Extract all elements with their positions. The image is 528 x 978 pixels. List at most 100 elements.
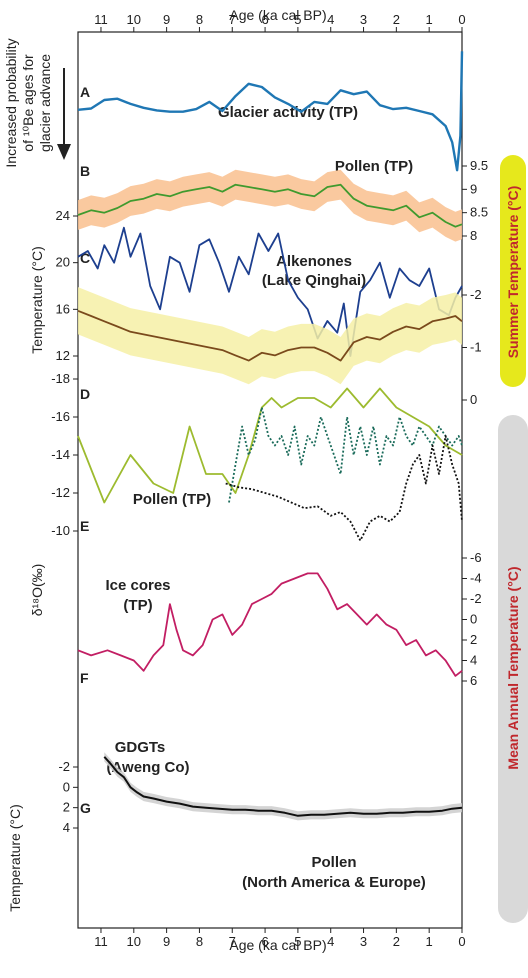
alkenone-axis-tick-label: 16	[56, 301, 70, 316]
ice-core-axis-tick-label: -16	[51, 409, 70, 424]
pollen-tp-annual-label: Pollen (TP)	[133, 491, 211, 508]
glacier-line	[77, 51, 464, 172]
north-america-axis-tick-label: 4	[63, 820, 70, 835]
pollen-tp-annual-axis-tick-label: -2	[470, 287, 482, 302]
alkenone-axis-tick-label: 24	[56, 208, 70, 223]
pollen-tp-summer-axis-tick-label: 9	[470, 181, 477, 196]
alkenone-line	[77, 226, 463, 357]
y-axes-layer: 9.598.58242016120-1-2-10-12-14-16-186420…	[51, 158, 488, 835]
ice-core-3-line	[225, 435, 463, 542]
ice-core-label-line1: Ice cores	[105, 577, 170, 594]
bottom-x-tick-label: 5	[294, 934, 301, 949]
top-x-tick-label: 11	[94, 12, 108, 27]
gdgt-axis-tick-label: -4	[470, 571, 482, 586]
panel-letter-d: D	[80, 386, 90, 402]
north-america-axis-tick-label: 0	[63, 779, 70, 794]
top-x-axis: 11 10 9 8 7 6 5 4 3 2 1 0	[94, 12, 466, 32]
panel-letter-c: C	[80, 250, 90, 266]
north-america-axis-tick-label: 2	[63, 800, 70, 815]
alkenone-label-line1: Alkenones	[276, 253, 352, 270]
panel-letter-a: A	[80, 84, 90, 100]
top-x-tick-label: 3	[360, 12, 367, 27]
north-america-label-line2: (North America & Europe)	[242, 874, 426, 891]
panel-letter-b: B	[80, 163, 90, 179]
alkenone-axis-tick-label: 12	[56, 348, 70, 363]
glacier-arrow-head	[57, 144, 71, 160]
pollen-tp-summer-label: Pollen (TP)	[335, 158, 413, 175]
top-x-tick-label: 5	[294, 12, 301, 27]
top-x-tick-label: 10	[127, 12, 141, 27]
top-x-tick-label: 2	[393, 12, 400, 27]
top-x-tick-label: 9	[163, 12, 170, 27]
series-layer	[77, 51, 464, 821]
plot-frame	[77, 31, 463, 929]
glacier-ylabel-line3: glacier advance	[37, 54, 53, 152]
pollen-tp-annual-line	[77, 309, 463, 362]
glacier-label: Glacier activity (TP)	[218, 104, 358, 121]
ice-core-ylabel: δ¹⁸O(‰)	[29, 564, 45, 617]
alkenone-label-line2: (Lake Qinghai)	[262, 272, 366, 289]
pollen-tp-annual-axis-tick-label: -1	[470, 340, 482, 355]
bottom-x-tick-label: 7	[229, 934, 236, 949]
ice-core-axis-tick-label: -10	[51, 523, 70, 538]
ice-core-2-line	[228, 406, 463, 503]
gdgt-axis-tick-label: -2	[470, 591, 482, 606]
gdgt-label-line2: (Aweng Co)	[106, 759, 189, 776]
summer-temperature-pill	[500, 155, 526, 387]
gdgt-axis-tick-label: 2	[470, 632, 477, 647]
bottom-x-tick-label: 11	[94, 934, 108, 949]
pollen-tp-annual-band	[78, 287, 462, 385]
annual-temperature-pill	[498, 415, 528, 923]
plot-border	[77, 31, 463, 929]
bottom-x-axis-title: Age (ka cal BP)	[229, 937, 326, 953]
pollen-tp-annual-axis-tick-label: 0	[470, 392, 477, 407]
bottom-x-axis: 11 10 9 8 7 6 5 4 3 2 1 0	[94, 928, 466, 949]
bottom-x-tick-label: 3	[360, 934, 367, 949]
panel-letter-f: F	[80, 670, 89, 686]
pollen-tp-summer-axis-tick-label: 9.5	[470, 158, 488, 173]
bottom-x-tick-label: 2	[393, 934, 400, 949]
gdgt-line	[77, 572, 463, 677]
top-x-tick-label: 8	[196, 12, 203, 27]
pollen-tp-summer-band	[78, 169, 462, 242]
panel-letter-e: E	[80, 518, 89, 534]
glacier-ylabel-line1: Increased probability	[3, 38, 19, 167]
panel-letter-g: G	[80, 800, 91, 816]
north-america-ylabel: Temperature (°C)	[7, 804, 23, 912]
gdgt-axis-tick-label: 0	[470, 612, 477, 627]
gdgt-axis-tick-label: 4	[470, 653, 477, 668]
gdgt-axis-tick-label: -6	[470, 550, 482, 565]
bottom-x-tick-label: 9	[163, 934, 170, 949]
ice-core-1-line	[77, 387, 463, 504]
annual-temperature-label: Mean Annual Temperature (°C)	[505, 566, 521, 769]
pollen-tp-summer-axis-tick-label: 8.5	[470, 205, 488, 220]
bottom-x-tick-label: 10	[127, 934, 141, 949]
glacier-ylabel-line2: of ¹⁰Be ages for	[20, 54, 36, 152]
bottom-x-tick-label: 8	[196, 934, 203, 949]
north-america-label-line1: Pollen	[311, 854, 356, 871]
pollen-tp-summer-axis-tick-label: 8	[470, 228, 477, 243]
top-x-tick-label: 0	[458, 12, 465, 27]
ice-core-axis-tick-label: -12	[51, 485, 70, 500]
gdgt-label-line1: GDGTs	[115, 739, 166, 756]
summer-temperature-label: Summer Temperature (°C)	[505, 186, 521, 359]
top-x-tick-label: 6	[261, 12, 268, 27]
alkenone-ylabel: Temperature (°C)	[29, 246, 45, 354]
bottom-x-tick-label: 1	[426, 934, 433, 949]
bottom-x-tick-label: 4	[327, 934, 334, 949]
top-x-tick-label: 7	[229, 12, 236, 27]
ice-core-axis-tick-label: -14	[51, 447, 70, 462]
bottom-x-tick-label: 0	[458, 934, 465, 949]
gdgt-axis-tick-label: 6	[470, 673, 477, 688]
top-x-tick-label: 4	[327, 12, 334, 27]
pollen-tp-summer-line	[77, 183, 463, 228]
top-x-tick-label: 1	[426, 12, 433, 27]
ice-core-label-line2: (TP)	[123, 597, 152, 614]
north-america-axis-tick-label: -2	[58, 759, 70, 774]
north-america-band	[104, 752, 463, 821]
ice-core-axis-tick-label: -18	[51, 371, 70, 386]
alkenone-axis-tick-label: 20	[56, 255, 70, 270]
north-america-line	[103, 756, 463, 817]
top-x-axis-title: Age (ka cal BP)	[229, 7, 326, 23]
